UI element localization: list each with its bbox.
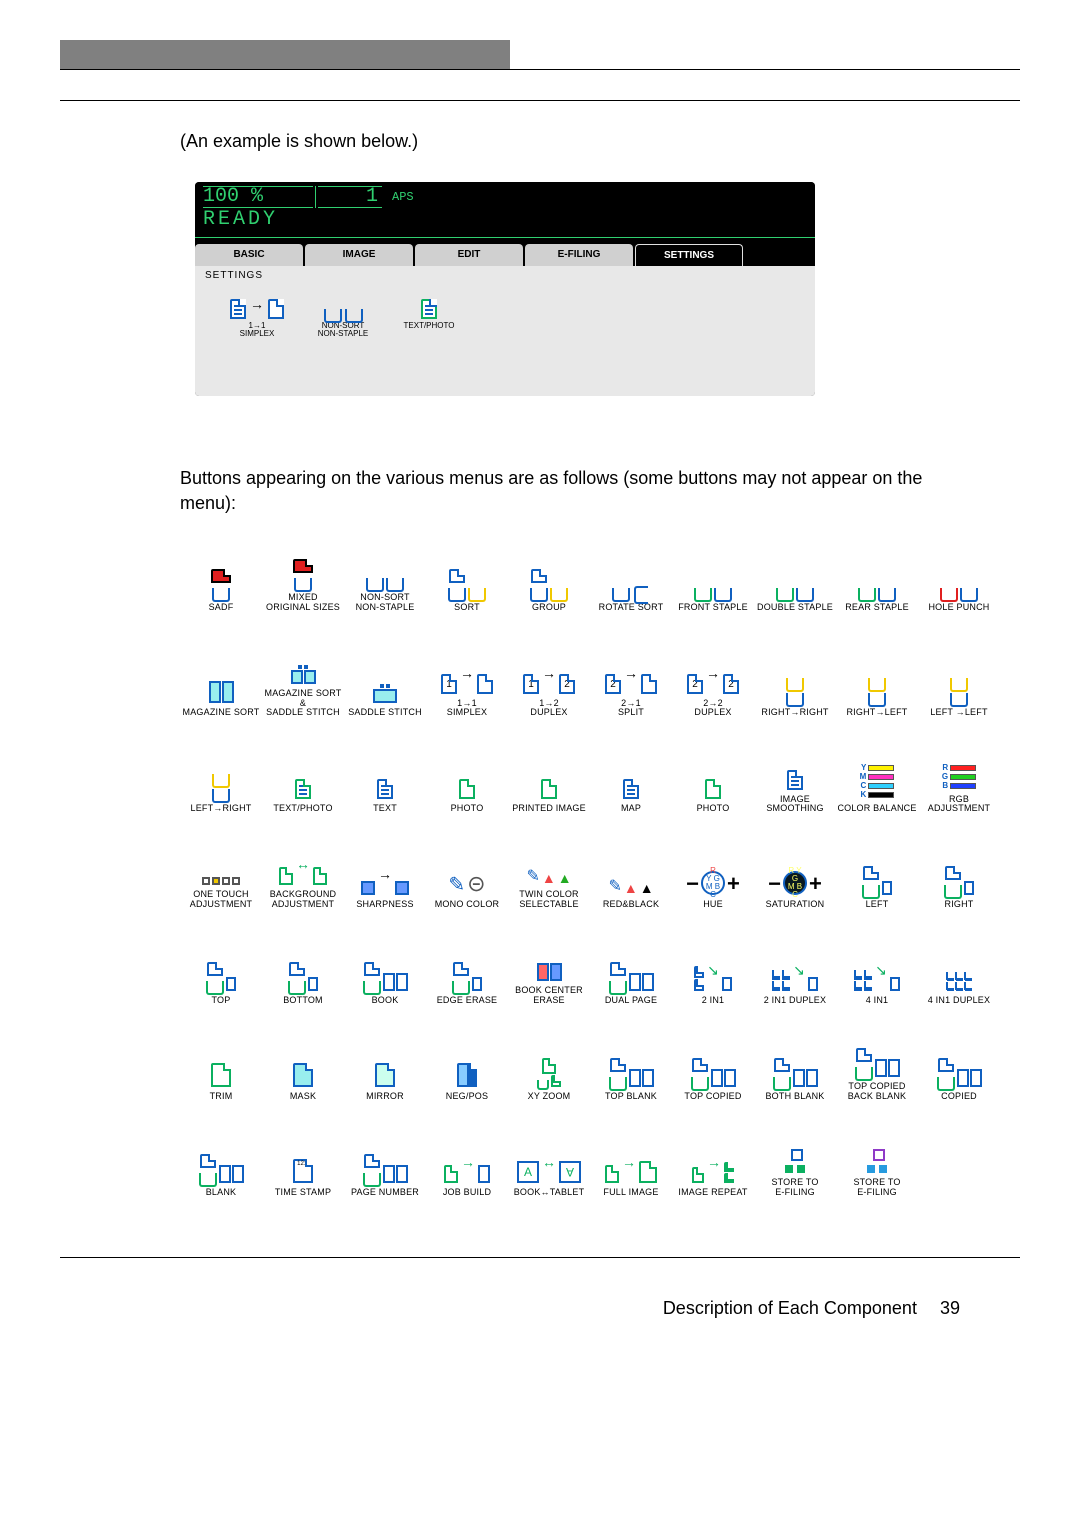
btn-dual-page[interactable]: DUAL PAGE xyxy=(590,939,672,1005)
btn-top-copied-back-blank[interactable]: TOP COPIED BACK BLANK xyxy=(836,1035,918,1101)
btn-hole-punch[interactable]: HOLE PUNCH xyxy=(918,546,1000,612)
tab-basic[interactable]: BASIC xyxy=(195,244,303,266)
btn-red-black[interactable]: ✎▲▲ RED&BLACK xyxy=(590,843,672,909)
btn-sharpness[interactable]: → SHARPNESS xyxy=(344,843,426,909)
btn-page-number[interactable]: PAGE NUMBER xyxy=(344,1131,426,1197)
btn-left-right[interactable]: LEFT→RIGHT xyxy=(180,748,262,814)
buttons-intro-text: Buttons appearing on the various menus a… xyxy=(180,466,1020,516)
btn-group[interactable]: GROUP xyxy=(508,546,590,612)
btn-front-staple[interactable]: FRONT STAPLE xyxy=(672,546,754,612)
btn-image-repeat[interactable]: → IMAGE REPEAT xyxy=(672,1131,754,1197)
tab-efiling[interactable]: E-FILING xyxy=(525,244,633,266)
btn-photo-2[interactable]: PHOTO xyxy=(672,748,754,814)
btn-sadf[interactable]: SADF xyxy=(180,546,262,612)
btn-full-image[interactable]: → FULL IMAGE xyxy=(590,1131,672,1197)
settings-btn-nonsort[interactable]: NON-SORT NON-STAPLE xyxy=(307,289,379,339)
aps-indicator: APS xyxy=(382,186,420,208)
btn-book[interactable]: BOOK xyxy=(344,939,426,1005)
btn-bottom[interactable]: BOTTOM xyxy=(262,939,344,1005)
btn-double-staple[interactable]: DOUBLE STAPLE xyxy=(754,546,836,612)
btn-1to1-simplex[interactable]: 1→ 1→1 SIMPLEX xyxy=(426,642,508,717)
btn-mono-color[interactable]: ✎⊝ MONO COLOR xyxy=(426,843,508,909)
btn-4in1[interactable]: ↘ 4 IN1 xyxy=(836,939,918,1005)
tab-image[interactable]: IMAGE xyxy=(305,244,413,266)
header-bar xyxy=(60,40,1020,70)
btn-background-adj[interactable]: ↔ BACKGROUND ADJUSTMENT xyxy=(262,843,344,909)
btn-edge-erase[interactable]: EDGE ERASE xyxy=(426,939,508,1005)
btn-right[interactable]: RIGHT xyxy=(918,843,1000,909)
btn-2to2-duplex[interactable]: 2→2 2→2 DUPLEX xyxy=(672,642,754,717)
btn-job-build[interactable]: → JOB BUILD xyxy=(426,1131,508,1197)
page-number: 39 xyxy=(940,1298,960,1318)
zoom-value: 100 % xyxy=(203,186,313,208)
btn-rear-staple[interactable]: REAR STAPLE xyxy=(836,546,918,612)
page-footer: Description of Each Component 39 xyxy=(60,1298,960,1319)
btn-blank[interactable]: BLANK xyxy=(180,1131,262,1197)
btn-mirror[interactable]: MIRROR xyxy=(344,1035,426,1101)
copy-count: 1 xyxy=(318,186,382,208)
btn-twin-color[interactable]: ✎▲▲ TWIN COLOR SELECTABLE xyxy=(508,843,590,909)
btn-left[interactable]: LEFT xyxy=(836,843,918,909)
btn-text-photo[interactable]: TEXT/PHOTO xyxy=(262,748,344,814)
btn-mixed-original[interactable]: MIXED ORIGINAL SIZES xyxy=(262,546,344,612)
btn-map[interactable]: MAP xyxy=(590,748,672,814)
btn-2to1-split[interactable]: 2→ 2→1 SPLIT xyxy=(590,642,672,717)
settings-btn-textphoto[interactable]: TEXT/PHOTO xyxy=(393,289,465,339)
btn-xy-zoom[interactable]: XY ZOOM xyxy=(508,1035,590,1101)
btn-text[interactable]: TEXT xyxy=(344,748,426,814)
panel-tabs: BASIC IMAGE EDIT E-FILING SETTINGS xyxy=(195,238,815,266)
btn-1to2-duplex[interactable]: 1→2 1→2 DUPLEX xyxy=(508,642,590,717)
btn-one-touch-adj[interactable]: ONE TOUCH ADJUSTMENT xyxy=(180,843,262,909)
btn-sort[interactable]: SORT xyxy=(426,546,508,612)
settings-group-label: SETTINGS xyxy=(203,268,807,289)
btn-store-efiling-2[interactable]: STORE TO E-FILING xyxy=(836,1131,918,1197)
btn-top[interactable]: TOP xyxy=(180,939,262,1005)
btn-saddle-stitch[interactable]: SADDLE STITCH xyxy=(344,642,426,717)
btn-saturation[interactable]: −R Y GM B C+ SATURATION xyxy=(754,843,836,909)
footer-text: Description of Each Component xyxy=(663,1298,917,1318)
btn-trim[interactable]: TRIM xyxy=(180,1035,262,1101)
btn-store-efiling-1[interactable]: STORE TO E-FILING xyxy=(754,1131,836,1197)
btn-nonsort-nonstaple[interactable]: NON-SORT NON-STAPLE xyxy=(344,546,426,612)
header-rule xyxy=(60,100,1020,101)
settings-btn-simplex[interactable]: → 1→1 SIMPLEX xyxy=(221,289,293,339)
btn-color-balance[interactable]: Y M C K COLOR BALANCE xyxy=(836,748,918,814)
tab-edit[interactable]: EDIT xyxy=(415,244,523,266)
btn-2in1[interactable]: ↘ 2 IN1 xyxy=(672,939,754,1005)
btn-top-copied[interactable]: TOP COPIED xyxy=(672,1035,754,1101)
button-grid: SADF MIXED ORIGINAL SIZES NON-SORT NON-S… xyxy=(180,546,1000,1197)
btn-hue[interactable]: −RY GM B C+ HUE xyxy=(672,843,754,909)
tab-settings[interactable]: SETTINGS xyxy=(635,244,743,266)
btn-photo[interactable]: PHOTO xyxy=(426,748,508,814)
footer-rule xyxy=(60,1257,1020,1258)
btn-negpos[interactable]: NEG/POS xyxy=(426,1035,508,1101)
btn-printed-image[interactable]: PRINTED IMAGE xyxy=(508,748,590,814)
btn-mask[interactable]: MASK xyxy=(262,1035,344,1101)
control-panel: 100 % 1 APS READY BASIC IMAGE EDIT E-FIL… xyxy=(195,182,815,396)
btn-2in1-duplex[interactable]: ↘ 2 IN1 DUPLEX xyxy=(754,939,836,1005)
btn-both-blank[interactable]: BOTH BLANK xyxy=(754,1035,836,1101)
btn-copied[interactable]: COPIED xyxy=(918,1035,1000,1101)
example-caption: (An example is shown below.) xyxy=(180,131,1020,152)
btn-book-tablet[interactable]: A↔A BOOK↔TABLET xyxy=(508,1131,590,1197)
btn-4in1-duplex[interactable]: 4 IN1 DUPLEX xyxy=(918,939,1000,1005)
btn-rotate-sort[interactable]: ROTATE SORT xyxy=(590,546,672,612)
btn-top-blank[interactable]: TOP BLANK xyxy=(590,1035,672,1101)
status-ready: READY xyxy=(195,208,815,238)
btn-magazine-sort[interactable]: MAGAZINE SORT xyxy=(180,642,262,717)
btn-right-left[interactable]: RIGHT→LEFT xyxy=(836,642,918,717)
btn-right-right[interactable]: RIGHT→RIGHT xyxy=(754,642,836,717)
btn-image-smoothing[interactable]: IMAGE SMOOTHING xyxy=(754,748,836,814)
btn-rgb-adjustment[interactable]: R G B RGB ADJUSTMENT xyxy=(918,748,1000,814)
btn-left-left[interactable]: LEFT →LEFT xyxy=(918,642,1000,717)
btn-book-center-erase[interactable]: BOOK CENTER ERASE xyxy=(508,939,590,1005)
btn-magazine-saddle[interactable]: MAGAZINE SORT & SADDLE STITCH xyxy=(262,642,344,717)
btn-time-stamp[interactable]: 12:0 TIME STAMP xyxy=(262,1131,344,1197)
